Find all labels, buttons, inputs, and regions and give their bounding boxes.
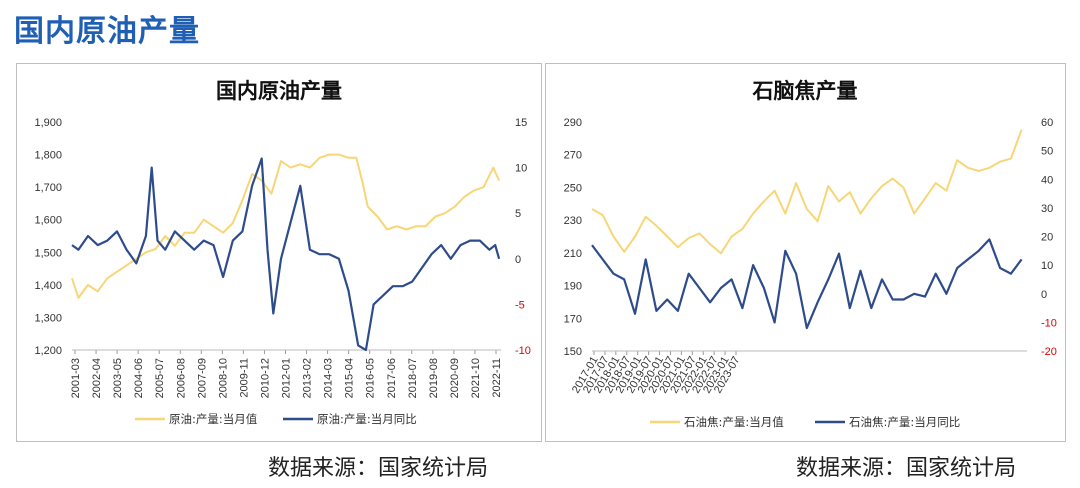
y-right-tick-label: 30: [1041, 203, 1053, 215]
x-tick-label: 2007-09: [196, 358, 208, 398]
x-tick-label: 2009-11: [238, 358, 250, 398]
y-left-tick-label: 1,800: [34, 150, 62, 162]
y-right-tick-label: 0: [515, 254, 521, 266]
x-tick-label: 2019-08: [428, 358, 440, 398]
y-right-tick-label: -20: [1041, 346, 1057, 358]
chart-title: 国内原油产量: [216, 79, 342, 103]
x-tick-label: 2018-07: [407, 358, 419, 398]
y-left-tick-label: 250: [564, 182, 582, 194]
y-right-tick-label: 0: [1041, 289, 1047, 301]
y-right-tick-label: 5: [515, 208, 521, 220]
x-tick-label: 2012-01: [281, 358, 293, 398]
chart-title: 石脑焦产量: [752, 79, 858, 103]
legend-label: 原油:产量:当月值: [169, 412, 258, 426]
series-line-yoy: [591, 238, 1023, 330]
y-right-tick-label: 10: [1041, 260, 1053, 272]
series-line-level: [71, 153, 501, 299]
x-tick-label: 2021-10: [470, 358, 482, 398]
x-tick-label: 2001-03: [70, 358, 82, 398]
legend-label: 石油焦:产量:当月同比: [849, 415, 960, 429]
y-left-tick-label: 1,900: [34, 117, 62, 129]
y-right-tick-label: 10: [515, 163, 527, 175]
y-left-tick-label: 270: [564, 150, 582, 162]
x-tick-label: 2020-09: [449, 358, 461, 398]
series-line-level: [591, 129, 1023, 255]
series-line-yoy: [71, 157, 501, 352]
x-tick-label: 2016-05: [365, 358, 377, 398]
y-left-tick-label: 170: [564, 313, 582, 325]
y-left-tick-label: 1,500: [34, 247, 62, 259]
x-tick-label: 2010-12: [259, 358, 271, 398]
x-tick-label: 2004-06: [133, 358, 145, 398]
x-tick-label: 2008-10: [217, 358, 229, 398]
y-left-tick-label: 1,700: [34, 182, 62, 194]
y-right-tick-label: 60: [1041, 117, 1053, 129]
x-tick-label: 2003-05: [112, 358, 124, 398]
x-tick-label: 2005-07: [154, 358, 166, 398]
legend-label: 原油:产量:当月同比: [317, 412, 417, 426]
y-left-tick-label: 1,300: [34, 312, 62, 324]
y-right-tick-label: -5: [515, 299, 525, 311]
x-tick-label: 2006-08: [175, 358, 187, 398]
x-tick-label: 2002-04: [91, 358, 103, 398]
petroleum-coke-chart: 石脑焦产量 150 170 190 210 230 250 270 290 -20 -10 0 10 20…: [564, 79, 1057, 429]
source-note-right: 数据来源：国家统计局: [796, 456, 1017, 481]
y-right-tick-label: 40: [1041, 174, 1053, 186]
y-left-tick-label: 1,400: [34, 280, 62, 292]
legend-label: 石油焦:产量:当月值: [684, 415, 784, 429]
x-tick-label: 2015-04: [344, 358, 356, 398]
y-right-tick-label: 50: [1041, 146, 1053, 158]
y-right-tick-label: -10: [1041, 317, 1057, 329]
y-right-tick-label: -10: [515, 345, 531, 357]
page-title: 国内原油产量: [14, 14, 200, 49]
y-right-tick-label: 15: [515, 117, 527, 129]
x-tick-label: 2017-06: [386, 358, 398, 398]
y-left-tick-label: 230: [564, 215, 582, 227]
x-tick-label: 2013-02: [302, 358, 314, 398]
y-left-tick-label: 190: [564, 281, 582, 293]
x-tick-label: 2022-11: [491, 358, 503, 398]
y-right-tick-label: 20: [1041, 232, 1053, 244]
crude-oil-chart: 国内原油产量 1,200 1,300 1,400 1,500 1,600 1,700 1,80…: [34, 79, 531, 426]
y-left-tick-label: 1,200: [34, 345, 62, 357]
y-left-tick-label: 1,600: [34, 215, 62, 227]
source-note-left: 数据来源：国家统计局: [268, 456, 489, 481]
y-left-tick-label: 290: [564, 117, 582, 129]
crude-oil-chart-panel: 国内原油产量 1,200 1,300 1,400 1,500 1,600 1,700 1,80…: [16, 63, 542, 442]
petroleum-coke-chart-panel: 石脑焦产量 150 170 190 210 230 250 270 290 -20 -10 0 10 20…: [545, 63, 1066, 442]
y-left-tick-label: 210: [564, 248, 582, 260]
y-left-tick-label: 150: [564, 346, 582, 358]
x-tick-label: 2014-03: [323, 358, 335, 398]
